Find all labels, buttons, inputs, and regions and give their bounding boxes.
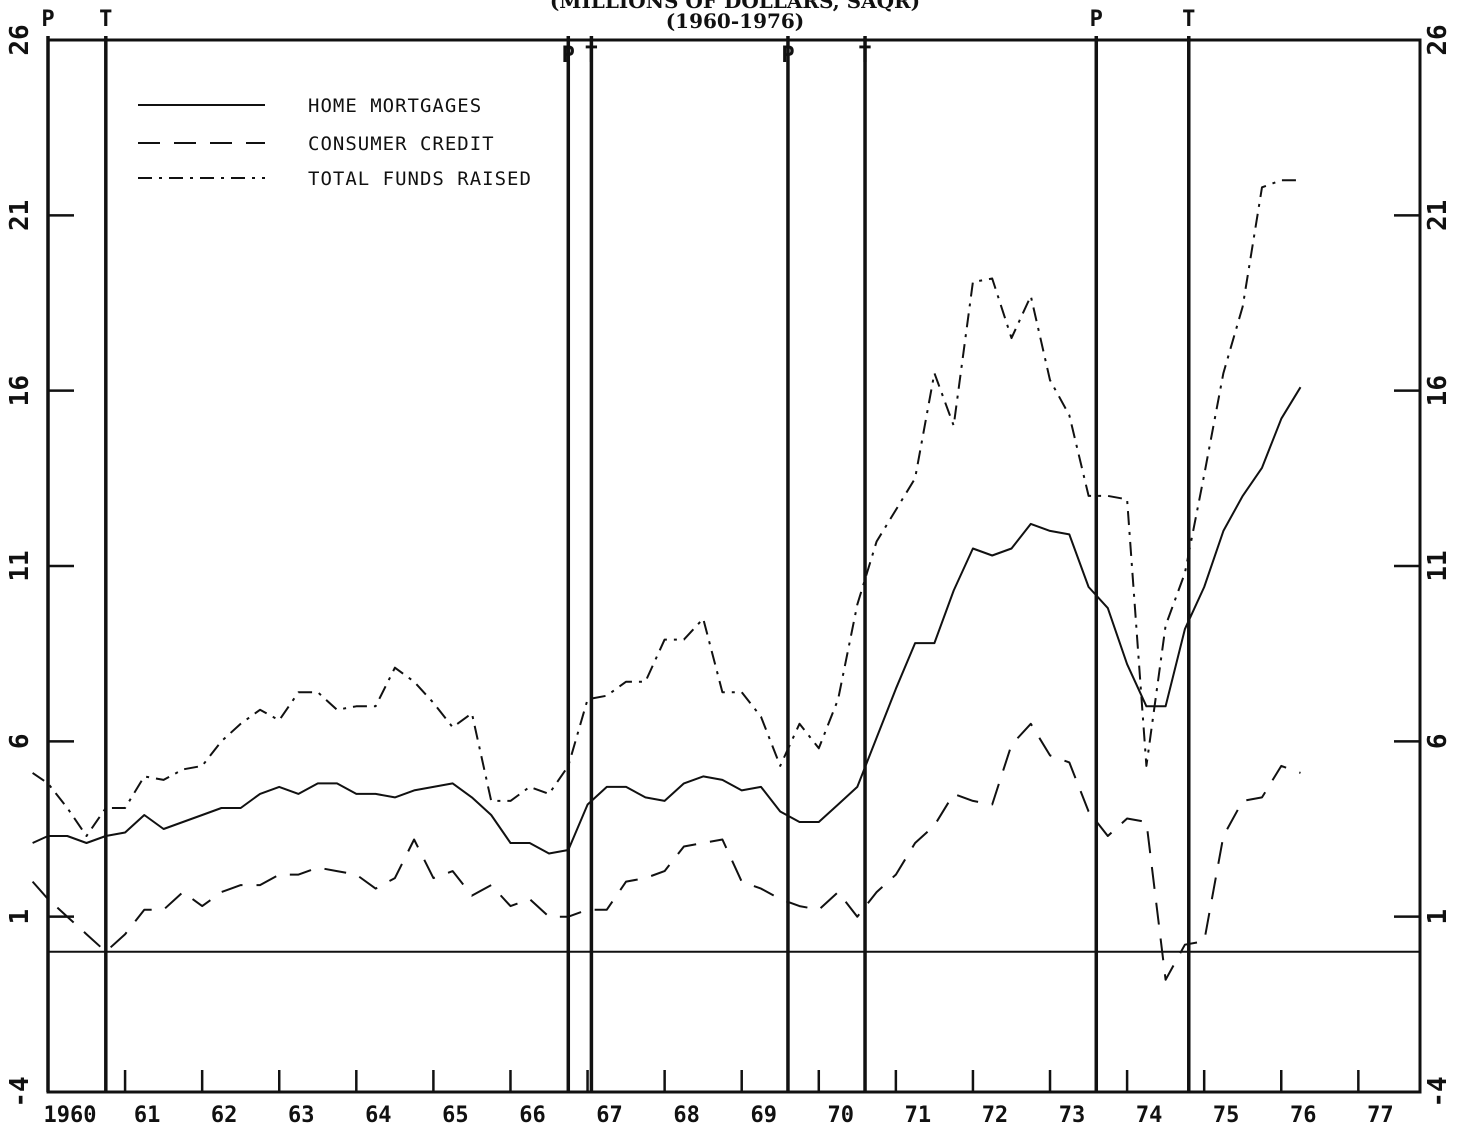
turning-point-label: P [1090, 7, 1103, 32]
y-tick-label-left: 1 [5, 909, 35, 925]
x-tick-label: 1960 [44, 1103, 97, 1128]
turning-point-label: T [858, 43, 871, 68]
legend-entry-total-funds-raised: TOTAL FUNDS RAISED [308, 168, 532, 190]
x-tick-label: 62 [211, 1103, 238, 1128]
chart-title-line1: (MILLIONS OF DOLLARS, SAQR) [550, 0, 920, 13]
y-tick-label-left: 11 [5, 550, 35, 581]
y-tick-label-left: 16 [5, 375, 35, 406]
x-tick-label: 68 [673, 1103, 700, 1128]
y-tick-label-right: -4 [1423, 1076, 1453, 1107]
x-tick-label: 66 [519, 1103, 546, 1128]
turning-point-label: T [99, 7, 112, 32]
x-tick-label: 67 [596, 1103, 623, 1128]
y-tick-label-left: 21 [5, 200, 35, 231]
series-line-total-funds-raised [32, 179, 1301, 837]
x-tick-label: 73 [1059, 1103, 1086, 1128]
turning-point-label: P [781, 43, 794, 68]
y-tick-label-right: 11 [1423, 550, 1453, 581]
x-tick-label: 63 [288, 1103, 315, 1128]
x-tick-label: 77 [1367, 1103, 1394, 1128]
chart-title-line2: (1960-1976) [666, 9, 805, 33]
y-tick-label-right: 1 [1423, 909, 1453, 925]
legend-entry-consumer-credit: CONSUMER CREDIT [308, 133, 495, 155]
legend-entry-home-mortgages: HOME MORTGAGES [308, 95, 482, 117]
series-layer [31, 179, 1302, 981]
turning-point-label: T [1182, 7, 1195, 32]
x-tick-label: 61 [134, 1103, 161, 1128]
y-tick-label-right: 6 [1423, 734, 1453, 750]
y-tick-label-right: 26 [1423, 24, 1453, 55]
x-tick-label: 76 [1290, 1103, 1317, 1128]
series-line-consumer-credit [31, 722, 1301, 981]
y-tick-label-right: 21 [1423, 200, 1453, 231]
series-line-home-mortgages [32, 386, 1302, 855]
x-tick-label: 72 [982, 1103, 1009, 1128]
x-tick-label: 69 [750, 1103, 777, 1128]
turning-point-label: P [562, 43, 575, 68]
x-tick-label: 70 [828, 1103, 855, 1128]
x-tick-label: 65 [442, 1103, 469, 1128]
y-tick-label-right: 16 [1423, 375, 1453, 406]
turning-point-label: P [41, 7, 54, 32]
x-tick-label: 74 [1136, 1103, 1163, 1128]
y-tick-label-left: 26 [5, 24, 35, 55]
x-tick-label: 64 [365, 1103, 392, 1128]
x-tick-label: 71 [905, 1103, 932, 1128]
plot-frame [46, 38, 1422, 1094]
y-tick-label-left: -4 [5, 1076, 35, 1107]
y-tick-label-left: 6 [5, 734, 35, 750]
x-tick-label: 75 [1213, 1103, 1240, 1128]
turning-point-label: T [585, 43, 598, 68]
legend: HOME MORTGAGES CONSUMER CREDIT TOTAL FUN… [138, 95, 532, 190]
